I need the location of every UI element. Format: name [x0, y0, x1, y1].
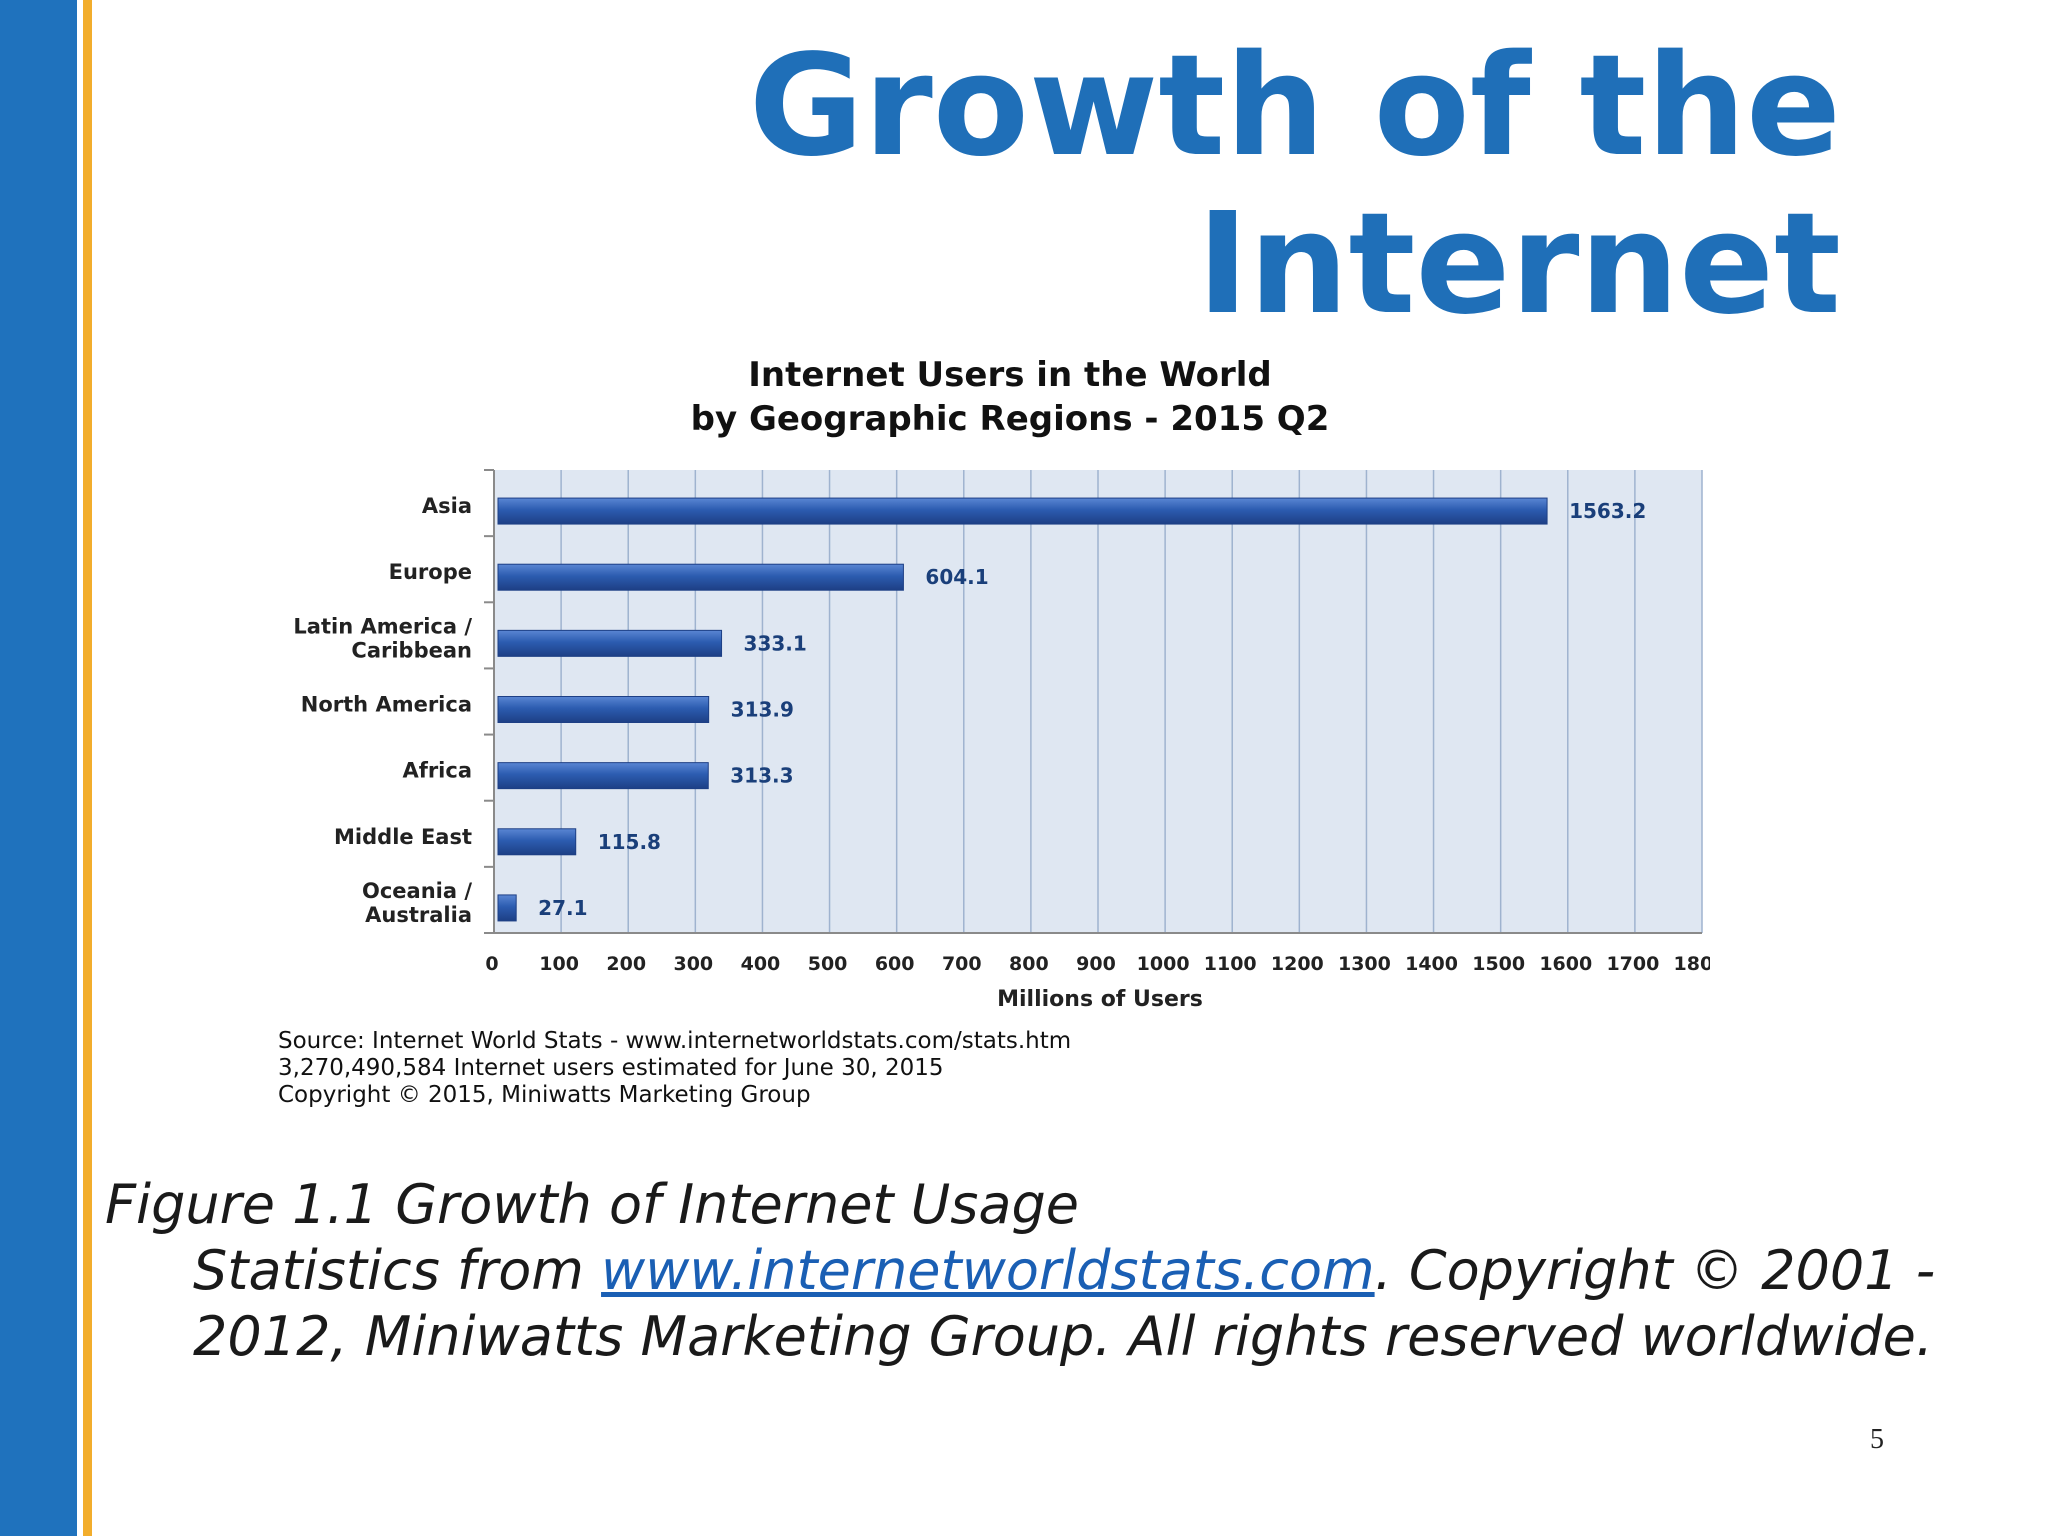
caption-prefix: Statistics from — [193, 1239, 602, 1302]
x-tick-label: 700 — [942, 953, 982, 975]
x-tick-label: 1800 — [1674, 953, 1710, 975]
x-tick-label: 1400 — [1405, 953, 1458, 975]
left-accent-bar — [0, 0, 77, 1536]
bar-value-label: 313.3 — [730, 764, 793, 788]
x-tick-label: 300 — [673, 953, 713, 975]
x-tick-label: 0 — [485, 953, 498, 975]
caption-suffix: . Copyright © 2001 - 2012, Miniwatts Mar… — [193, 1239, 1936, 1368]
bar — [497, 828, 577, 856]
chart-title-line: by Geographic Regions - 2015 Q2 — [691, 399, 1330, 439]
x-tick-label: 900 — [1076, 953, 1116, 975]
category-label: Caribbean — [351, 638, 472, 662]
x-tick-label: 800 — [1009, 953, 1049, 975]
chart-title-line: Internet Users in the World — [748, 355, 1272, 395]
x-tick-label: 1000 — [1137, 953, 1190, 975]
bar — [497, 696, 710, 723]
x-tick-label: 1200 — [1271, 953, 1324, 975]
figure-caption: Figure 1.1 Growth of Internet Usage Stat… — [105, 1172, 2005, 1370]
bar-value-label: 1563.2 — [1569, 499, 1646, 523]
x-tick-label: 500 — [808, 953, 848, 975]
source-link[interactable]: www.internetworldstats.com — [601, 1239, 1375, 1302]
bar-value-label: 333.1 — [744, 631, 807, 655]
category-label: Middle East — [334, 825, 472, 849]
bar — [497, 629, 723, 657]
bar — [497, 762, 709, 790]
slide-title: Growth of the Internet — [748, 25, 1841, 346]
bar-value-label: 604.1 — [925, 565, 988, 589]
caption-body: Statistics from www.internetworldstats.c… — [105, 1238, 2005, 1370]
bar-value-label: 27.1 — [538, 896, 587, 920]
category-label: Latin America / — [293, 614, 472, 638]
bar-value-label: 313.9 — [731, 698, 794, 722]
x-axis-label: Millions of Users — [997, 987, 1203, 1012]
bar — [497, 894, 517, 922]
left-accent-stripe — [83, 0, 92, 1536]
bar — [497, 497, 1548, 525]
x-tick-label: 1500 — [1472, 953, 1525, 975]
category-label: Europe — [389, 560, 472, 584]
x-tick-label: 600 — [875, 953, 915, 975]
category-label: Asia — [422, 494, 472, 518]
x-tick-label: 1600 — [1539, 953, 1592, 975]
x-tick-label: 1700 — [1606, 953, 1659, 975]
source-note: Source: Internet World Stats - www.inter… — [278, 1028, 1071, 1054]
page-number: 5 — [1870, 1424, 1884, 1455]
x-tick-label: 1300 — [1338, 953, 1391, 975]
source-note: 3,270,490,584 Internet users estimated f… — [278, 1055, 944, 1081]
x-tick-label: 100 — [539, 953, 579, 975]
caption-lead: Figure 1.1 Growth of Internet Usage — [105, 1173, 1080, 1236]
x-tick-label: 200 — [606, 953, 646, 975]
category-label: Africa — [402, 759, 472, 783]
bar-chart: Internet Users in the World by Geographic… — [260, 350, 1710, 1110]
source-note: Copyright © 2015, Miniwatts Marketing Gr… — [278, 1082, 811, 1108]
x-tick-label: 1100 — [1204, 953, 1257, 975]
category-label: Australia — [365, 903, 472, 927]
x-tick-label: 400 — [741, 953, 781, 975]
bar — [497, 563, 904, 591]
category-label: North America — [301, 693, 472, 717]
category-label: Oceania / — [362, 879, 472, 903]
bar-value-label: 115.8 — [598, 830, 661, 854]
